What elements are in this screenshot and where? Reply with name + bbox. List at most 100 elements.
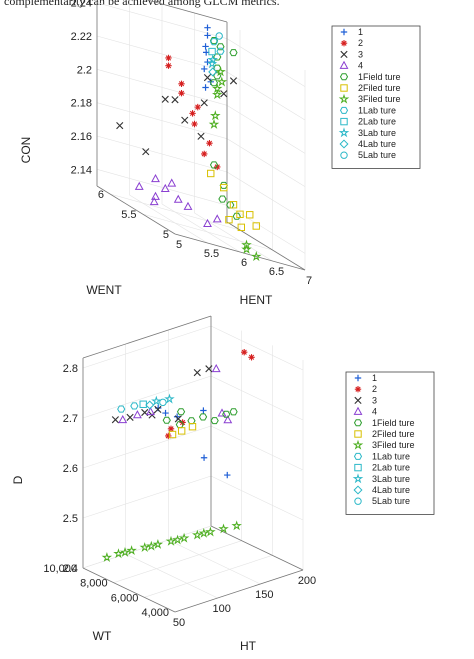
data-point <box>126 413 134 421</box>
legend-marker <box>338 127 350 138</box>
legend-entry: 1 <box>358 27 363 37</box>
data-point <box>209 38 219 46</box>
series-5 <box>162 408 238 429</box>
box-edge <box>146 0 228 23</box>
y-tick-label: 10,000 <box>43 563 77 575</box>
legend-marker <box>353 452 363 460</box>
data-point <box>173 413 181 420</box>
data-point <box>209 37 219 45</box>
legend-marker <box>352 473 364 484</box>
legend-marker <box>339 73 349 81</box>
data-point <box>206 140 213 147</box>
data-point <box>200 99 208 107</box>
data-point <box>210 110 221 121</box>
data-point <box>146 540 157 551</box>
legend-entry: 2Filed ture <box>372 429 415 439</box>
data-point <box>154 405 162 413</box>
series-10 <box>206 54 218 69</box>
x-axis-label: HT <box>240 639 257 653</box>
legend-entry: 3Filed ture <box>358 94 401 104</box>
series-7 <box>101 520 242 562</box>
data-point <box>246 211 254 219</box>
grid-line <box>210 325 304 371</box>
data-point <box>176 408 186 416</box>
z-tick-label: 2.16 <box>71 131 92 143</box>
series-10 <box>151 393 175 406</box>
legend-marker <box>339 60 349 69</box>
data-point <box>178 80 185 87</box>
data-point <box>139 400 147 408</box>
legend-entry: 2Lab ture <box>372 463 410 473</box>
data-point <box>151 173 160 183</box>
legend-marker <box>340 151 348 159</box>
legend-entry: 1Field ture <box>358 72 401 82</box>
grid-line <box>168 539 261 585</box>
data-point <box>178 90 185 97</box>
data-point <box>217 408 227 417</box>
grid-line <box>82 325 212 369</box>
series-4 <box>118 363 233 424</box>
data-point <box>223 415 233 424</box>
series-2 <box>165 349 255 440</box>
data-point <box>116 122 124 130</box>
x-axis-line <box>174 569 304 613</box>
data-point <box>126 545 137 556</box>
data-point <box>197 132 205 140</box>
series-9 <box>139 400 147 408</box>
data-point <box>216 43 225 51</box>
y-tick-label: 5 <box>163 229 169 241</box>
data-point <box>225 216 233 224</box>
chart-panel-1: 5 5.5 6 6.5 7 5 5.5 6 2.14 2.16 2.18 2.2 2.22 2.24 HEN… <box>19 0 421 307</box>
legend-entry: 5Lab ture <box>358 150 396 160</box>
legend-entry: 1Field ture <box>372 418 415 428</box>
data-point <box>229 408 238 416</box>
data-point <box>216 47 225 55</box>
x-tick-label: 200 <box>298 575 316 587</box>
y-tick-label: 6,000 <box>111 592 139 604</box>
data-point <box>198 413 208 421</box>
data-point <box>194 103 201 111</box>
box-edge <box>82 315 212 359</box>
legend-marker <box>352 439 364 450</box>
data-point <box>212 89 223 100</box>
x-tick-label: 150 <box>255 589 273 601</box>
box-edge <box>226 221 306 271</box>
data-point <box>165 535 177 546</box>
z-axis-label: CON <box>19 137 33 164</box>
data-point <box>208 67 218 77</box>
data-point <box>218 195 227 203</box>
legend-marker <box>353 406 363 415</box>
data-point <box>222 410 231 418</box>
data-point <box>139 542 150 552</box>
data-point <box>159 398 167 407</box>
z-tick-label: 2.22 <box>71 31 92 43</box>
x-tick-label: 5.5 <box>204 248 219 260</box>
data-point <box>237 223 246 232</box>
legend-entry: 1Lab ture <box>358 105 396 115</box>
data-point <box>208 118 220 129</box>
data-point <box>251 251 262 262</box>
data-point <box>162 409 169 417</box>
data-point <box>216 76 228 87</box>
data-point <box>198 527 210 538</box>
x-tick-label: 100 <box>212 603 230 615</box>
y-tick-label: 6 <box>98 189 104 201</box>
data-point <box>113 548 124 559</box>
data-point <box>207 169 215 178</box>
data-point <box>174 415 182 423</box>
series-8 <box>209 38 225 55</box>
data-point <box>209 79 219 87</box>
legend-marker <box>340 50 348 58</box>
data-point <box>145 400 155 410</box>
data-point <box>204 58 211 66</box>
data-point <box>241 243 252 254</box>
legend-marker <box>338 93 350 104</box>
legend-entry: 4 <box>372 407 377 417</box>
legend-marker <box>340 40 348 47</box>
legend-marker <box>354 374 362 382</box>
data-point <box>252 222 260 230</box>
data-point <box>142 148 150 156</box>
data-point <box>183 201 193 210</box>
grid-line <box>82 475 212 519</box>
